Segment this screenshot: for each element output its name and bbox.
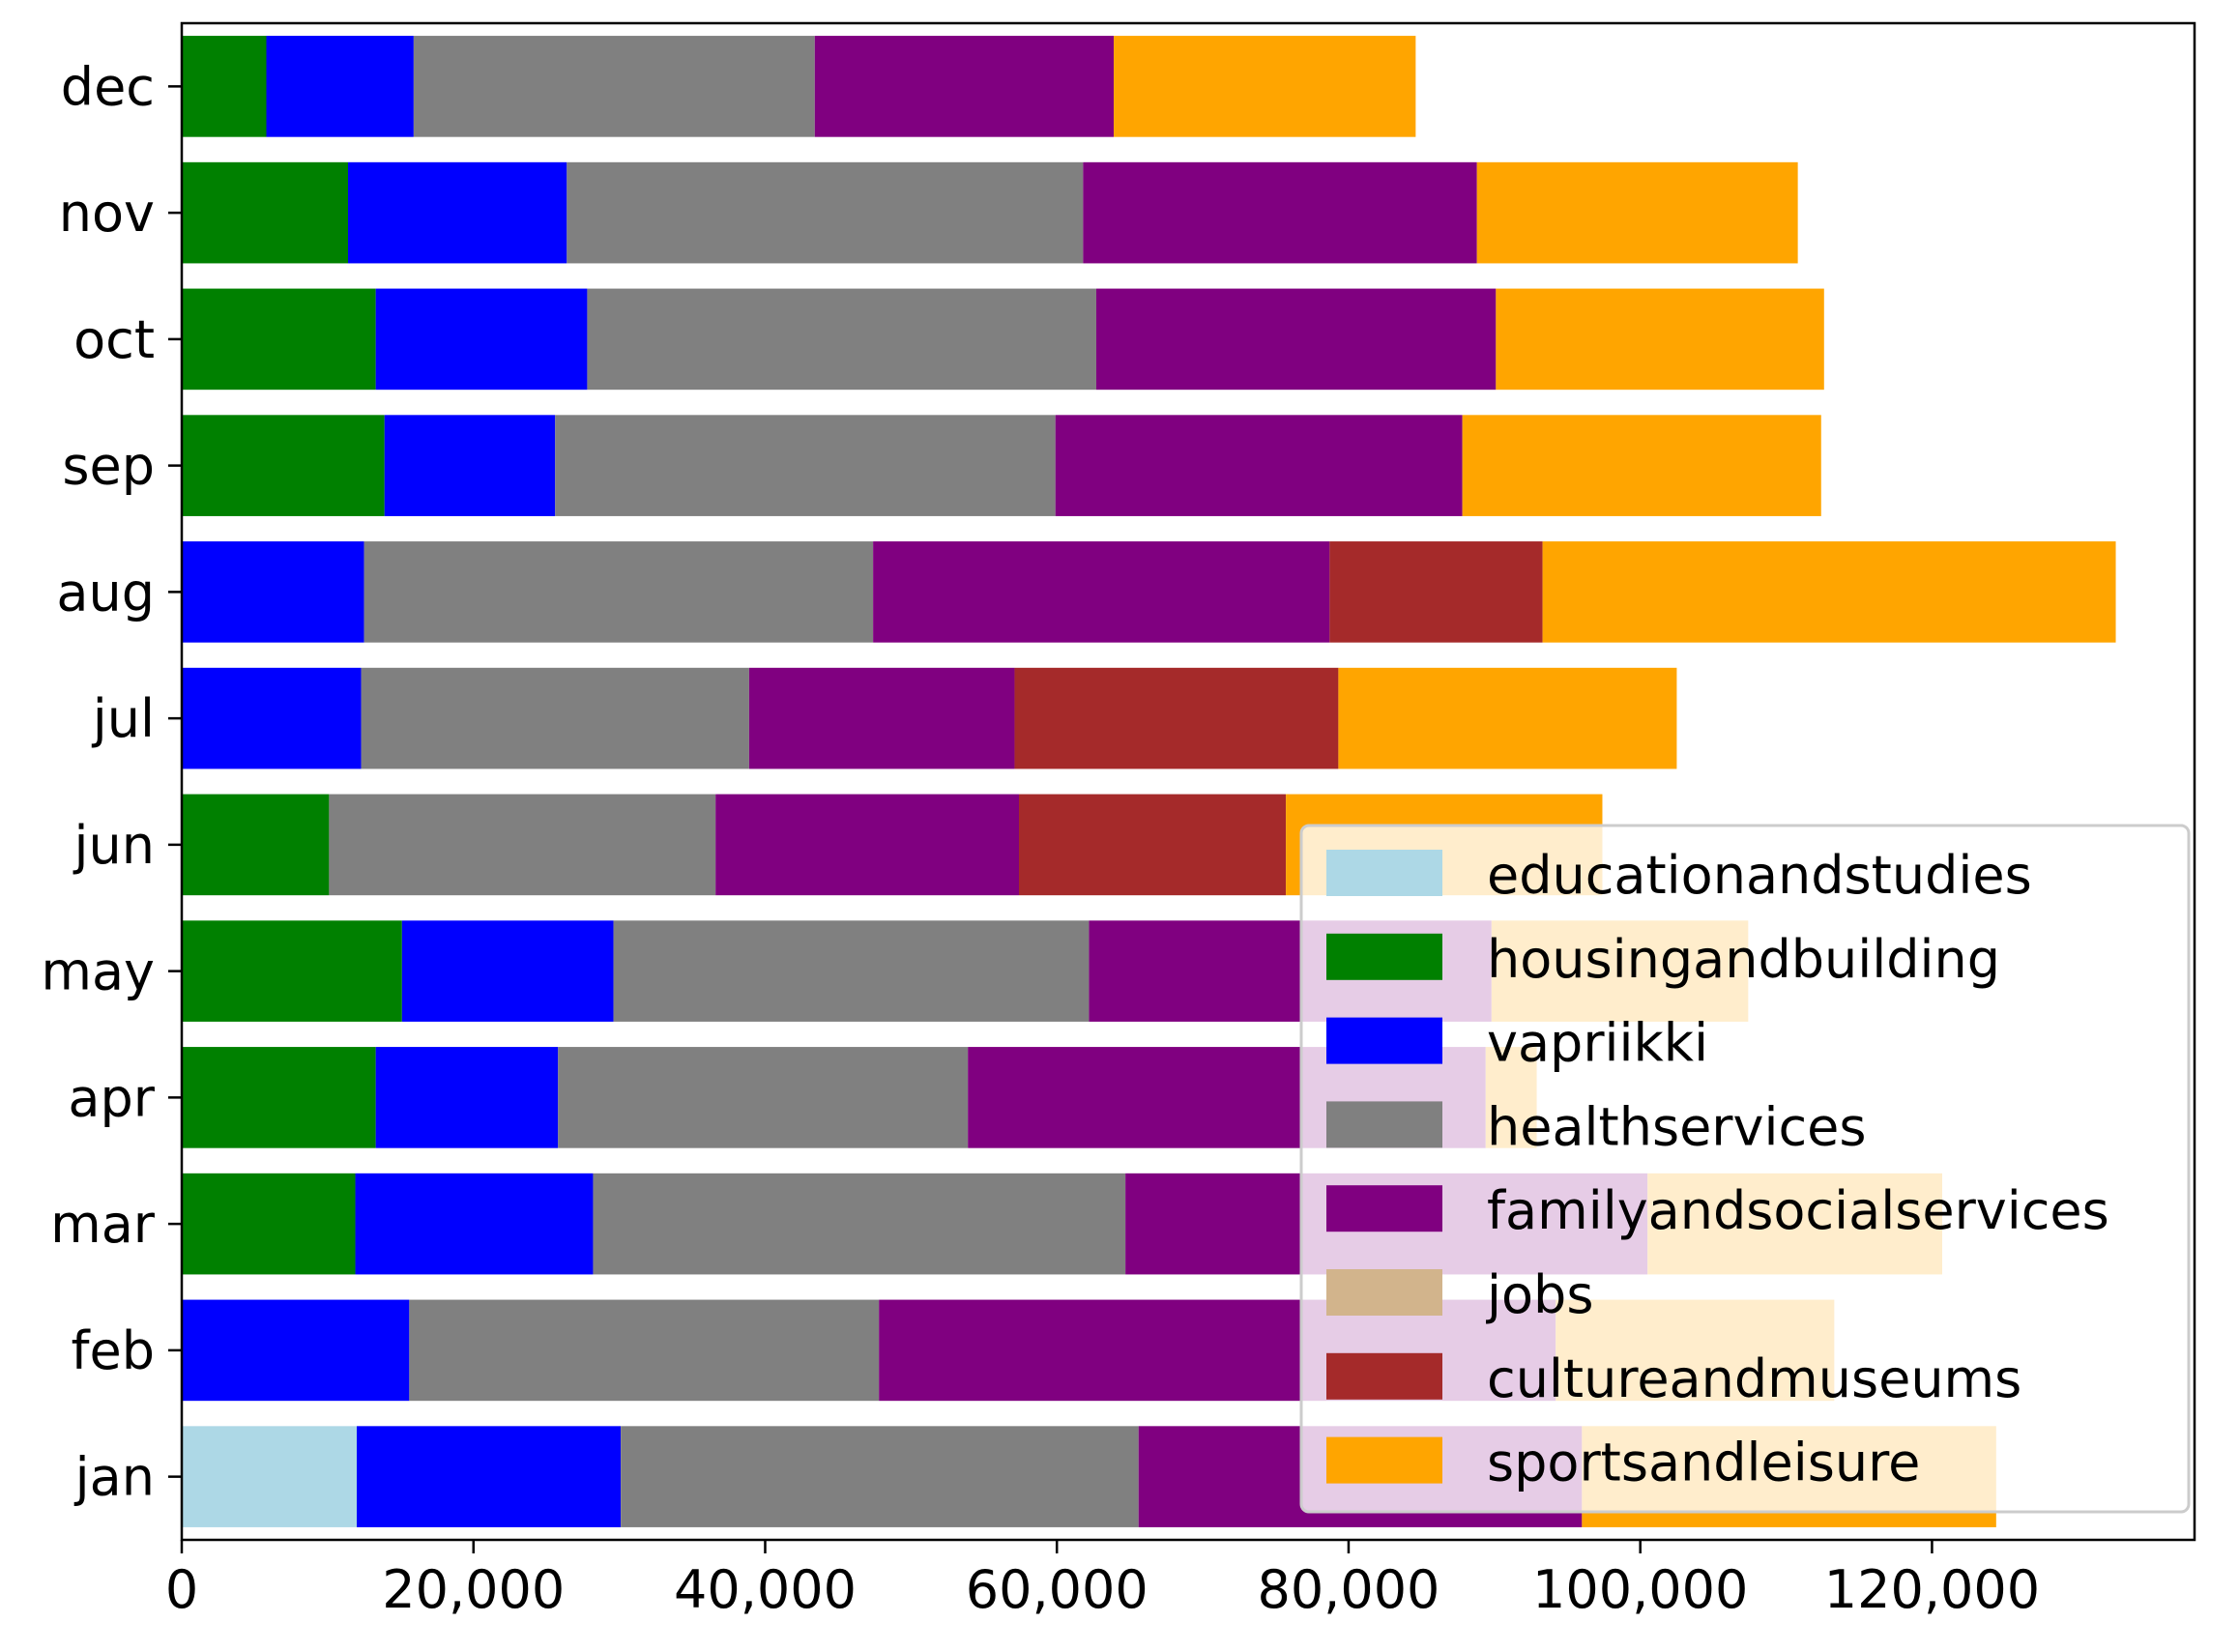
- legend-box: [1299, 824, 2191, 1514]
- bar-jul-sportsandleisure: [1338, 667, 1677, 769]
- bar-oct-healthservices: [587, 288, 1096, 391]
- x-axis: 0 20,000 40,000 60,000 80,000 100,000 120,000: [165, 1540, 2040, 1620]
- legend-swatch-housingandbuilding: [1326, 933, 1442, 980]
- bar-dec-sportsandleisure: [1114, 36, 1416, 137]
- bar-mar-healthservices: [593, 1173, 1126, 1275]
- bar-aug-vapriikki: [182, 541, 364, 643]
- legend: educationandstudies housingandbuilding vap…: [1299, 824, 2191, 1514]
- bar-sep-sportsandleisure: [1462, 415, 1821, 516]
- bar-mar-housingandbuilding: [182, 1173, 356, 1275]
- bar-dec-healthservices: [413, 36, 815, 137]
- x-tick-label: 40,000: [674, 1559, 857, 1620]
- bar-may-housingandbuilding: [182, 920, 402, 1022]
- y-tick-label-may: may: [41, 942, 155, 1002]
- legend-label-jobs: jobs: [1486, 1264, 1593, 1325]
- bar-mar-vapriikki: [355, 1173, 594, 1275]
- bar-nov-vapriikki: [347, 161, 567, 264]
- bar-nov-healthservices: [567, 161, 1084, 264]
- bar-sep-housingandbuilding: [182, 415, 385, 516]
- y-tick-label-dec: dec: [61, 56, 155, 117]
- bar-oct-sportsandleisure: [1496, 288, 1824, 391]
- y-tick-label-feb: feb: [71, 1320, 155, 1381]
- bar-aug-familyandsocialservices: [873, 541, 1330, 643]
- bar-may-healthservices: [613, 920, 1090, 1022]
- bar-nov-sportsandleisure: [1476, 161, 1798, 264]
- bar-oct-familyandsocialservices: [1095, 288, 1497, 391]
- y-axis: jan feb mar apr may jun jul aug sep oct nov dec: [41, 56, 182, 1508]
- bar-jul-familyandsocialservices: [748, 667, 1015, 769]
- legend-label-sportsandleisure: sportsandleisure: [1487, 1433, 1920, 1493]
- bar-oct-vapriikki: [375, 288, 588, 391]
- x-tick-label: 60,000: [966, 1559, 1149, 1620]
- plot-frame: [180, 21, 2196, 1542]
- legend-swatch-sportsandleisure: [1326, 1436, 1442, 1484]
- y-tick-label-jul: jul: [92, 688, 155, 749]
- legend-swatch-jobs: [1326, 1269, 1442, 1316]
- x-tick-label: 20,000: [382, 1559, 565, 1620]
- legend-label-vapriikki: vapriikki: [1487, 1013, 1708, 1074]
- legend-label-educationandstudies: educationandstudies: [1487, 845, 2032, 906]
- bar-feb-vapriikki: [182, 1299, 410, 1402]
- bar-jun-healthservices: [329, 794, 716, 896]
- bar-oct-housingandbuilding: [182, 288, 376, 391]
- bar-jan-vapriikki: [357, 1426, 622, 1527]
- y-tick-label-aug: aug: [56, 562, 155, 623]
- bar-aug-cultureandmuseums: [1329, 541, 1543, 643]
- bar-apr-housingandbuilding: [182, 1047, 376, 1148]
- bar-sep-vapriikki: [384, 415, 556, 516]
- bar-jun-housingandbuilding: [182, 794, 330, 896]
- legend-swatch-vapriikki: [1326, 1017, 1442, 1064]
- legend-label-familyandsocialservices: familyandsocialservices: [1487, 1180, 2109, 1241]
- y-tick-label-nov: nov: [59, 183, 155, 244]
- bar-apr-vapriikki: [375, 1047, 559, 1148]
- y-tick-label-jan: jan: [74, 1447, 155, 1508]
- bar-nov-familyandsocialservices: [1083, 161, 1477, 264]
- bar-aug-healthservices: [363, 541, 874, 643]
- bar-aug-sportsandleisure: [1542, 541, 2116, 643]
- y-tick-label-oct: oct: [73, 309, 155, 370]
- y-tick-label-apr: apr: [68, 1067, 155, 1128]
- bar-jun-cultureandmuseums: [1018, 794, 1287, 896]
- legend-label-housingandbuilding: housingandbuilding: [1487, 929, 2000, 990]
- bar-dec-vapriikki: [266, 36, 414, 137]
- y-tick-label-mar: mar: [50, 1194, 156, 1255]
- x-tick-label: 0: [165, 1559, 198, 1620]
- bar-apr-healthservices: [558, 1047, 969, 1148]
- bar-jan-educationandstudies: [182, 1426, 358, 1527]
- bar-jun-familyandsocialservices: [715, 794, 1019, 896]
- legend-swatch-healthservices: [1326, 1101, 1442, 1148]
- legend-label-cultureandmuseums: cultureandmuseums: [1487, 1348, 2021, 1409]
- x-tick-label: 80,000: [1257, 1559, 1439, 1620]
- bar-feb-healthservices: [409, 1299, 880, 1402]
- bar-dec-housingandbuilding: [182, 36, 267, 137]
- y-tick-label-sep: sep: [62, 436, 155, 497]
- legend-swatch-cultureandmuseums: [1326, 1352, 1442, 1400]
- bar-jul-cultureandmuseums: [1014, 667, 1339, 769]
- legend-label-healthservices: healthservices: [1487, 1096, 1867, 1157]
- bar-dec-familyandsocialservices: [814, 36, 1115, 137]
- bar-nov-housingandbuilding: [182, 161, 348, 264]
- x-tick-label: 100,000: [1532, 1559, 1748, 1620]
- bar-sep-healthservices: [555, 415, 1056, 516]
- y-tick-label-jun: jun: [73, 815, 155, 876]
- bar-jan-healthservices: [621, 1426, 1139, 1527]
- bar-sep-familyandsocialservices: [1055, 415, 1463, 516]
- x-tick-label: 120,000: [1824, 1559, 2040, 1620]
- legend-swatch-familyandsocialservices: [1326, 1185, 1442, 1232]
- legend-swatch-educationandstudies: [1326, 850, 1442, 896]
- bar-may-vapriikki: [401, 920, 614, 1022]
- bar-jul-vapriikki: [182, 667, 362, 769]
- bar-jul-healthservices: [361, 667, 749, 769]
